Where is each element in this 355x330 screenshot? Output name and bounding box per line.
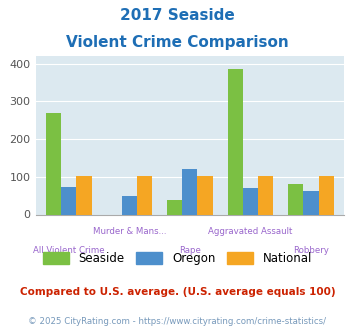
Bar bbox=[137, 176, 152, 214]
Bar bbox=[258, 176, 273, 214]
Bar bbox=[61, 187, 76, 214]
Text: Violent Crime Comparison: Violent Crime Comparison bbox=[66, 35, 289, 50]
Text: Compared to U.S. average. (U.S. average equals 100): Compared to U.S. average. (U.S. average … bbox=[20, 287, 335, 297]
Bar bbox=[76, 176, 92, 214]
Bar bbox=[228, 69, 243, 214]
Text: 2017 Seaside: 2017 Seaside bbox=[120, 8, 235, 23]
Bar bbox=[167, 200, 182, 214]
Bar bbox=[122, 196, 137, 214]
Text: Rape: Rape bbox=[179, 246, 201, 255]
Bar bbox=[304, 191, 319, 214]
Bar bbox=[243, 188, 258, 215]
Text: All Violent Crime: All Violent Crime bbox=[33, 246, 105, 255]
Bar bbox=[197, 176, 213, 214]
Bar bbox=[46, 114, 61, 214]
Legend: Seaside, Oregon, National: Seaside, Oregon, National bbox=[38, 247, 317, 269]
Text: © 2025 CityRating.com - https://www.cityrating.com/crime-statistics/: © 2025 CityRating.com - https://www.city… bbox=[28, 317, 327, 326]
Text: Robbery: Robbery bbox=[293, 246, 329, 255]
Text: Murder & Mans...: Murder & Mans... bbox=[93, 227, 166, 236]
Bar bbox=[288, 184, 304, 215]
Bar bbox=[319, 176, 334, 214]
Text: Aggravated Assault: Aggravated Assault bbox=[208, 227, 293, 236]
Bar bbox=[182, 169, 197, 214]
